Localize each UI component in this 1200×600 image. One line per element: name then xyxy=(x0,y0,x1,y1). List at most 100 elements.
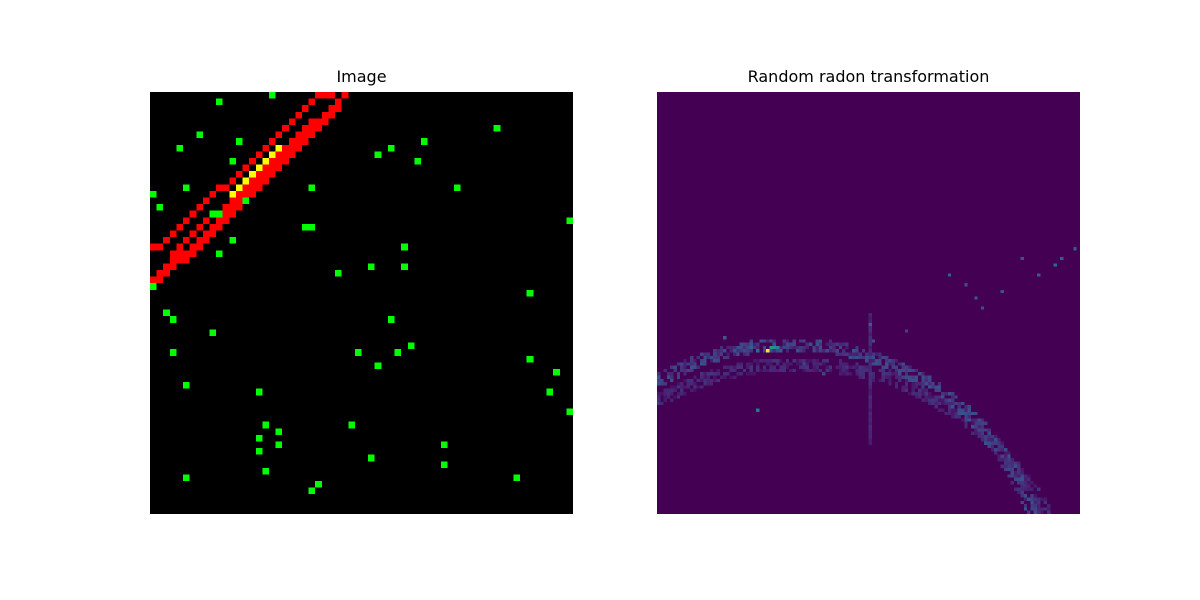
radon-cell xyxy=(1060,256,1064,261)
radon-cell xyxy=(792,339,796,343)
radon-cell xyxy=(752,345,757,350)
radon-cell xyxy=(713,375,717,379)
radon-cell xyxy=(868,431,872,435)
radon-cell xyxy=(723,365,727,369)
radon-cell xyxy=(901,388,905,393)
radon-cell xyxy=(1037,487,1041,491)
line-pixel xyxy=(295,138,303,145)
radon-cell xyxy=(885,362,889,366)
overlap-pixel xyxy=(235,184,243,191)
image-background xyxy=(150,92,573,514)
radon-cell xyxy=(914,382,919,386)
radon-cell xyxy=(1037,497,1041,501)
point-pixel xyxy=(150,190,157,198)
radon-cell xyxy=(904,372,909,376)
radon-cell xyxy=(709,382,714,386)
radon-cell xyxy=(1017,464,1021,468)
radon-cell xyxy=(666,395,671,399)
radon-cell xyxy=(706,352,710,356)
radon-cell xyxy=(918,392,922,396)
radon-cell xyxy=(871,378,876,383)
radon-cell xyxy=(855,355,859,360)
radon-cell xyxy=(848,365,852,369)
radon-cell xyxy=(769,368,773,373)
radon-cell xyxy=(792,342,796,346)
radon-cell xyxy=(984,438,988,442)
radon-cell xyxy=(673,395,677,399)
overlap-pixel xyxy=(242,177,250,185)
line-pixel xyxy=(169,250,177,257)
radon-cell xyxy=(997,441,1001,445)
radon-cell xyxy=(951,415,955,419)
radon-cell xyxy=(881,372,886,376)
radon-cell xyxy=(904,375,909,379)
line-pixel xyxy=(216,217,223,224)
radon-cell xyxy=(894,372,899,376)
line-pixel xyxy=(268,138,276,145)
radon-cell xyxy=(726,352,730,356)
radon-cell xyxy=(693,362,697,366)
radon-cell xyxy=(795,349,800,353)
radon-cell xyxy=(1007,474,1011,478)
point-pixel xyxy=(440,461,448,468)
radon-cell xyxy=(822,362,826,366)
line-pixel xyxy=(275,151,283,158)
radon-cell xyxy=(1010,457,1014,462)
radon-cell xyxy=(921,378,925,383)
radon-cell xyxy=(977,434,981,439)
radon-cell xyxy=(931,382,935,386)
radon-cell xyxy=(835,352,839,356)
radon-cell xyxy=(990,448,995,452)
radon-cell xyxy=(683,362,687,366)
radon-cell xyxy=(762,359,767,363)
line-pixel xyxy=(302,105,309,112)
line-pixel xyxy=(183,217,190,224)
point-pixel xyxy=(209,210,217,218)
point-pixel xyxy=(546,388,554,396)
image-panel-title: Image xyxy=(336,67,387,86)
radon-cell xyxy=(997,438,1001,442)
radon-cell xyxy=(663,368,667,373)
radon-cell xyxy=(894,382,899,386)
radon-cell xyxy=(1030,504,1034,508)
radon-cell xyxy=(779,359,783,363)
point-pixel xyxy=(308,184,316,191)
radon-cell xyxy=(937,382,942,386)
radon-cell xyxy=(686,382,691,386)
line-pixel xyxy=(282,124,289,132)
radon-cell xyxy=(1027,484,1031,488)
point-pixel xyxy=(169,316,177,323)
radon-cell xyxy=(908,368,912,373)
line-pixel xyxy=(302,124,309,132)
point-pixel xyxy=(275,428,283,435)
radon-cell xyxy=(666,392,671,396)
line-pixel xyxy=(275,157,283,165)
radon-cell xyxy=(666,388,671,393)
radon-cell xyxy=(703,355,707,360)
radon-cell xyxy=(1020,467,1024,472)
point-pixel xyxy=(374,151,382,158)
radon-cell xyxy=(845,352,849,356)
radon-cell xyxy=(749,345,753,350)
radon-cell xyxy=(964,408,968,412)
radon-cell xyxy=(974,421,978,425)
radon-cell xyxy=(759,359,763,363)
radon-cell xyxy=(961,418,965,422)
radon-cell xyxy=(858,368,862,373)
radon-cell xyxy=(855,349,859,353)
radon-cell xyxy=(739,349,743,353)
radon-cell xyxy=(1003,467,1008,472)
radon-cell xyxy=(825,368,829,373)
radon-cell xyxy=(941,401,945,406)
radon-cell xyxy=(868,368,872,373)
point-pixel xyxy=(420,138,428,145)
radon-cell xyxy=(723,372,727,376)
radon-cell xyxy=(733,352,737,356)
radon-cell xyxy=(1027,474,1031,478)
radon-cell xyxy=(894,385,899,389)
radon-cell xyxy=(729,368,734,373)
radon-cell xyxy=(941,398,945,402)
line-pixel xyxy=(242,190,250,198)
line-pixel xyxy=(216,223,223,231)
radon-cell xyxy=(769,362,773,366)
